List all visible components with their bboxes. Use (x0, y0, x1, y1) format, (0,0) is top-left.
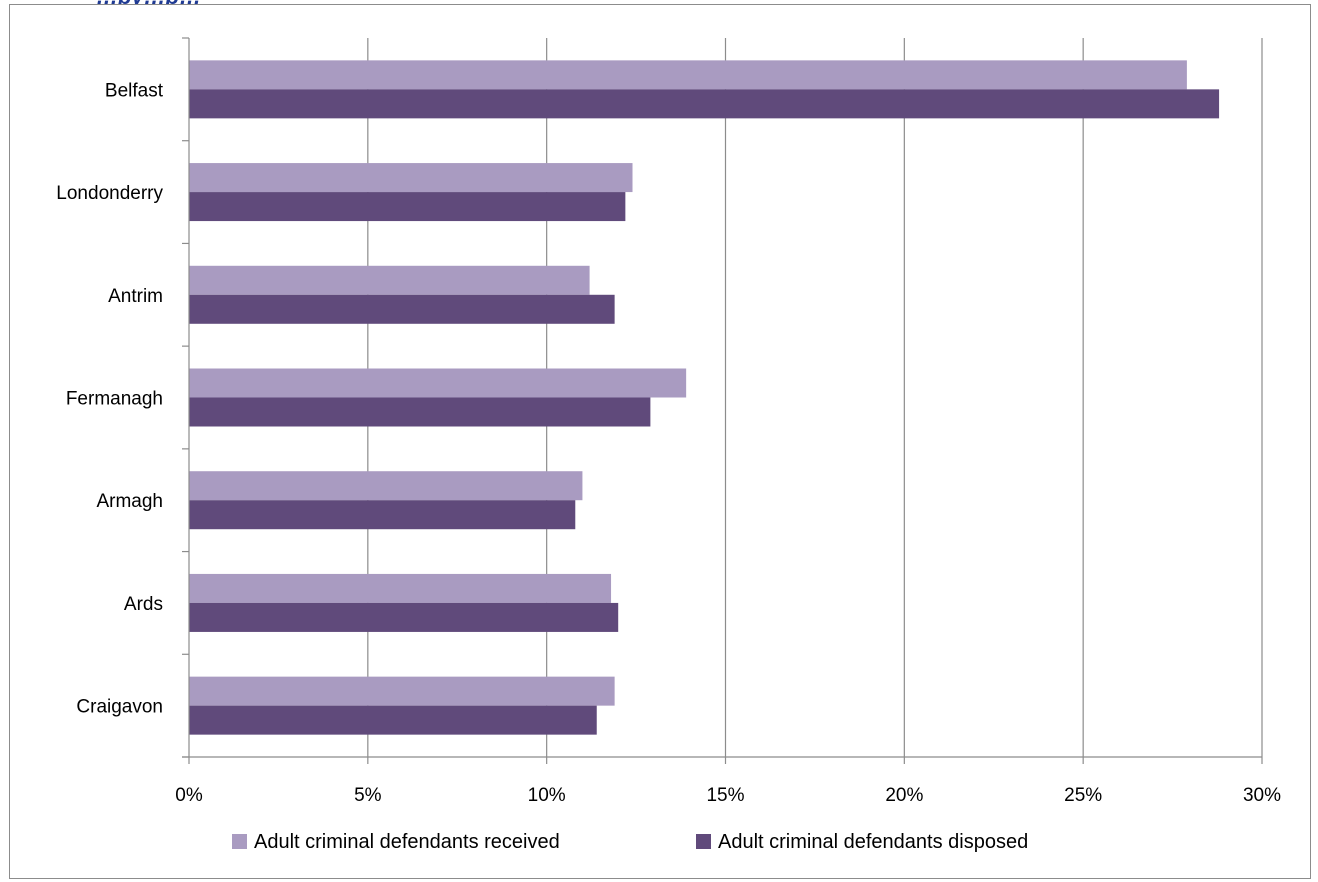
legend-swatch-received (232, 834, 247, 849)
bar-received (189, 676, 615, 706)
x-tick-label: 15% (706, 785, 744, 806)
bar-received (189, 265, 590, 295)
category-label: Ards (124, 594, 163, 615)
bar-received (189, 573, 612, 603)
legend-label-received: Adult criminal defendants received (254, 831, 560, 853)
x-tick-label: 0% (175, 785, 203, 806)
bar-received (189, 163, 633, 193)
category-label: Belfast (105, 80, 164, 101)
category-label: Fermanagh (66, 389, 163, 410)
bar-disposed (189, 500, 576, 530)
bar-disposed (189, 89, 1220, 119)
category-label: Londonderry (56, 183, 163, 204)
legend-label-disposed: Adult criminal defendants disposed (718, 831, 1028, 853)
bar-disposed (189, 397, 651, 427)
x-tick-label: 30% (1243, 785, 1281, 806)
category-label: Craigavon (76, 697, 163, 718)
x-tick-label: 25% (1064, 785, 1102, 806)
x-tick-label: 5% (354, 785, 382, 806)
legend-swatch-disposed (696, 834, 711, 849)
bar-disposed (189, 602, 619, 632)
bar-disposed (189, 192, 626, 222)
bar-disposed (189, 705, 597, 735)
bar-received (189, 368, 687, 398)
x-tick-label: 20% (885, 785, 923, 806)
bar-received (189, 471, 583, 501)
category-label: Armagh (96, 491, 163, 512)
bar-disposed (189, 294, 615, 324)
x-tick-label: 10% (528, 785, 566, 806)
category-label: Antrim (108, 286, 163, 307)
bar-received (189, 60, 1187, 90)
